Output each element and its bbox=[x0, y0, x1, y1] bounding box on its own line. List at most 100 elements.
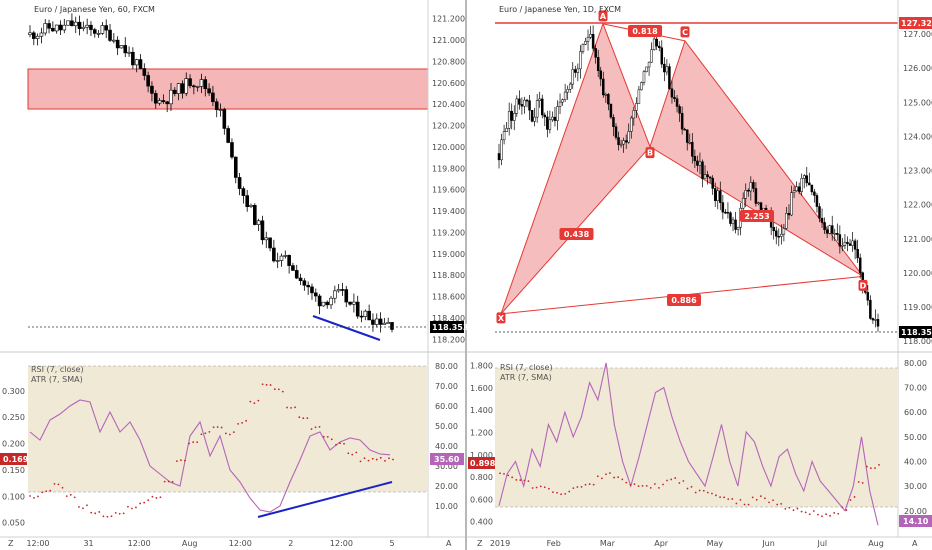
left-atr-dot bbox=[347, 452, 350, 455]
right-atr-dot bbox=[800, 510, 803, 513]
harmonic-point-d[interactable] bbox=[858, 279, 868, 291]
harmonic-point-a[interactable] bbox=[598, 10, 608, 22]
right-price-axis[interactable]: 127.000 126.000 125.000 124.000 123.000 122.0… bbox=[903, 30, 932, 346]
right-price-pane[interactable]: X A B C D 0.818 0.438 2.253 0.886 bbox=[495, 10, 898, 333]
left-atr-dot bbox=[335, 443, 337, 446]
right-atr-dot bbox=[666, 479, 668, 482]
left-indicator-pane[interactable] bbox=[28, 365, 428, 518]
right-atr-dot bbox=[515, 478, 518, 481]
right-candle-body bbox=[591, 33, 595, 49]
right-candle-body bbox=[729, 212, 732, 224]
right-candle-body bbox=[510, 110, 513, 121]
harmonic-point-b[interactable] bbox=[645, 147, 655, 159]
right-atr-dot bbox=[649, 486, 652, 489]
right-atr-dot bbox=[845, 509, 848, 511]
right-candle-body bbox=[820, 217, 824, 223]
left-atr-tick-label: 0.250 bbox=[2, 413, 25, 422]
left-atr-dot bbox=[135, 506, 137, 509]
left-atr-dot bbox=[98, 511, 101, 513]
harmonic-ratio-label: 0.818 bbox=[632, 27, 658, 36]
right-candle-body bbox=[744, 189, 747, 199]
left-time-tick-label: 5 bbox=[389, 539, 394, 548]
harmonic-ratio-tag[interactable] bbox=[628, 25, 662, 37]
right-atr-dot bbox=[617, 476, 620, 479]
left-candle-body bbox=[313, 292, 318, 297]
left-axis-corner-a[interactable]: A bbox=[446, 539, 452, 548]
right-axis-corner-a[interactable]: A bbox=[912, 539, 918, 548]
left-time-axis[interactable]: 12:00 31 12:00 Aug 12:00 2 12:00 5 bbox=[26, 539, 394, 548]
right-time-tick-label: Apr bbox=[654, 539, 669, 548]
left-candle-body bbox=[73, 21, 78, 27]
right-indicator-pane[interactable] bbox=[495, 362, 898, 526]
left-candle-body bbox=[253, 204, 257, 225]
harmonic-ratio-label: 0.438 bbox=[564, 230, 590, 239]
right-atr-dot bbox=[869, 467, 872, 470]
right-candle-body bbox=[805, 175, 809, 184]
right-rsi-value: 14.10 bbox=[903, 517, 929, 526]
left-candle-body bbox=[348, 301, 352, 305]
harmonic-ratio-tag[interactable] bbox=[559, 228, 594, 240]
right-rsi-line[interactable] bbox=[498, 362, 879, 526]
left-atr-dot bbox=[163, 480, 166, 483]
right-atr-dot bbox=[629, 484, 632, 486]
right-atr-dot bbox=[613, 476, 616, 479]
harmonic-point-label: B bbox=[647, 149, 653, 158]
left-atr-axis: 0.300 0.250 0.200 0.150 0.100 0.050 bbox=[2, 387, 25, 528]
right-price-tick-label: 126.000 bbox=[903, 64, 932, 73]
left-last-price-value: 118.353 bbox=[432, 323, 468, 332]
right-candle-body bbox=[741, 198, 745, 209]
price-divergence-trendline[interactable] bbox=[312, 315, 381, 341]
left-atr-dot bbox=[86, 504, 88, 507]
left-atr-dot bbox=[131, 507, 133, 510]
harmonic-ratio-tag[interactable] bbox=[667, 294, 701, 306]
left-candle-body bbox=[302, 280, 307, 286]
left-axis-corner-z[interactable]: Z bbox=[8, 539, 14, 548]
right-atr-dot bbox=[694, 491, 697, 494]
left-rsi-value-tag bbox=[430, 453, 464, 465]
left-atr-dot bbox=[41, 491, 44, 494]
left-atr-dot bbox=[94, 512, 97, 515]
left-atr-dot bbox=[371, 457, 374, 460]
left-candle-body bbox=[378, 318, 383, 325]
left-price-pane[interactable] bbox=[27, 13, 429, 341]
right-candle-body bbox=[525, 99, 529, 102]
right-candle-body bbox=[780, 233, 783, 237]
right-candle-body bbox=[802, 175, 806, 179]
right-atr-dot bbox=[572, 487, 575, 490]
left-atr-dot bbox=[200, 433, 203, 436]
left-time-tick-label: 12:00 bbox=[229, 539, 252, 548]
right-atr-dot bbox=[657, 486, 660, 489]
left-atr-dot bbox=[310, 428, 313, 430]
right-candle-body bbox=[599, 70, 602, 80]
right-time-tick-label: Jul bbox=[816, 539, 827, 548]
right-atr-dot bbox=[711, 492, 713, 495]
right-candle-body bbox=[647, 61, 651, 68]
right-time-axis[interactable]: 2019 Feb Mar Apr May Jun Jul Aug bbox=[490, 539, 884, 548]
right-atr-tick-label: 1.200 bbox=[470, 428, 493, 437]
left-atr-dot bbox=[388, 457, 390, 460]
right-candle-body bbox=[584, 41, 587, 45]
right-candle-body bbox=[866, 292, 870, 301]
right-candle-body bbox=[637, 89, 641, 104]
harmonic-point-c[interactable] bbox=[680, 26, 690, 38]
right-atr-dot bbox=[817, 513, 819, 516]
left-candle-body bbox=[161, 100, 166, 103]
right-atr-dot bbox=[686, 487, 689, 490]
right-candle-body bbox=[513, 113, 516, 121]
harmonic-ratio-tag[interactable] bbox=[740, 210, 774, 222]
right-price-tick-label: 119.000 bbox=[903, 303, 932, 312]
right-axis-corner-z[interactable]: Z bbox=[477, 539, 483, 548]
left-price-axis[interactable]: 121.200 121.000 120.800 120.600 120.400 120.2… bbox=[432, 15, 465, 345]
right-candle-body bbox=[556, 106, 559, 121]
right-atr-dot bbox=[600, 477, 603, 480]
rsi-divergence-trendline[interactable] bbox=[257, 481, 393, 518]
right-candle-body bbox=[683, 128, 686, 131]
right-candle-body bbox=[691, 142, 694, 157]
supply-zone[interactable] bbox=[27, 68, 429, 110]
left-atr-dot bbox=[90, 511, 93, 514]
harmonic-point-label: C bbox=[682, 28, 688, 37]
harmonic-point-x[interactable] bbox=[496, 312, 506, 324]
left-rsi-line[interactable] bbox=[29, 399, 391, 513]
right-rsi-band bbox=[495, 368, 898, 507]
